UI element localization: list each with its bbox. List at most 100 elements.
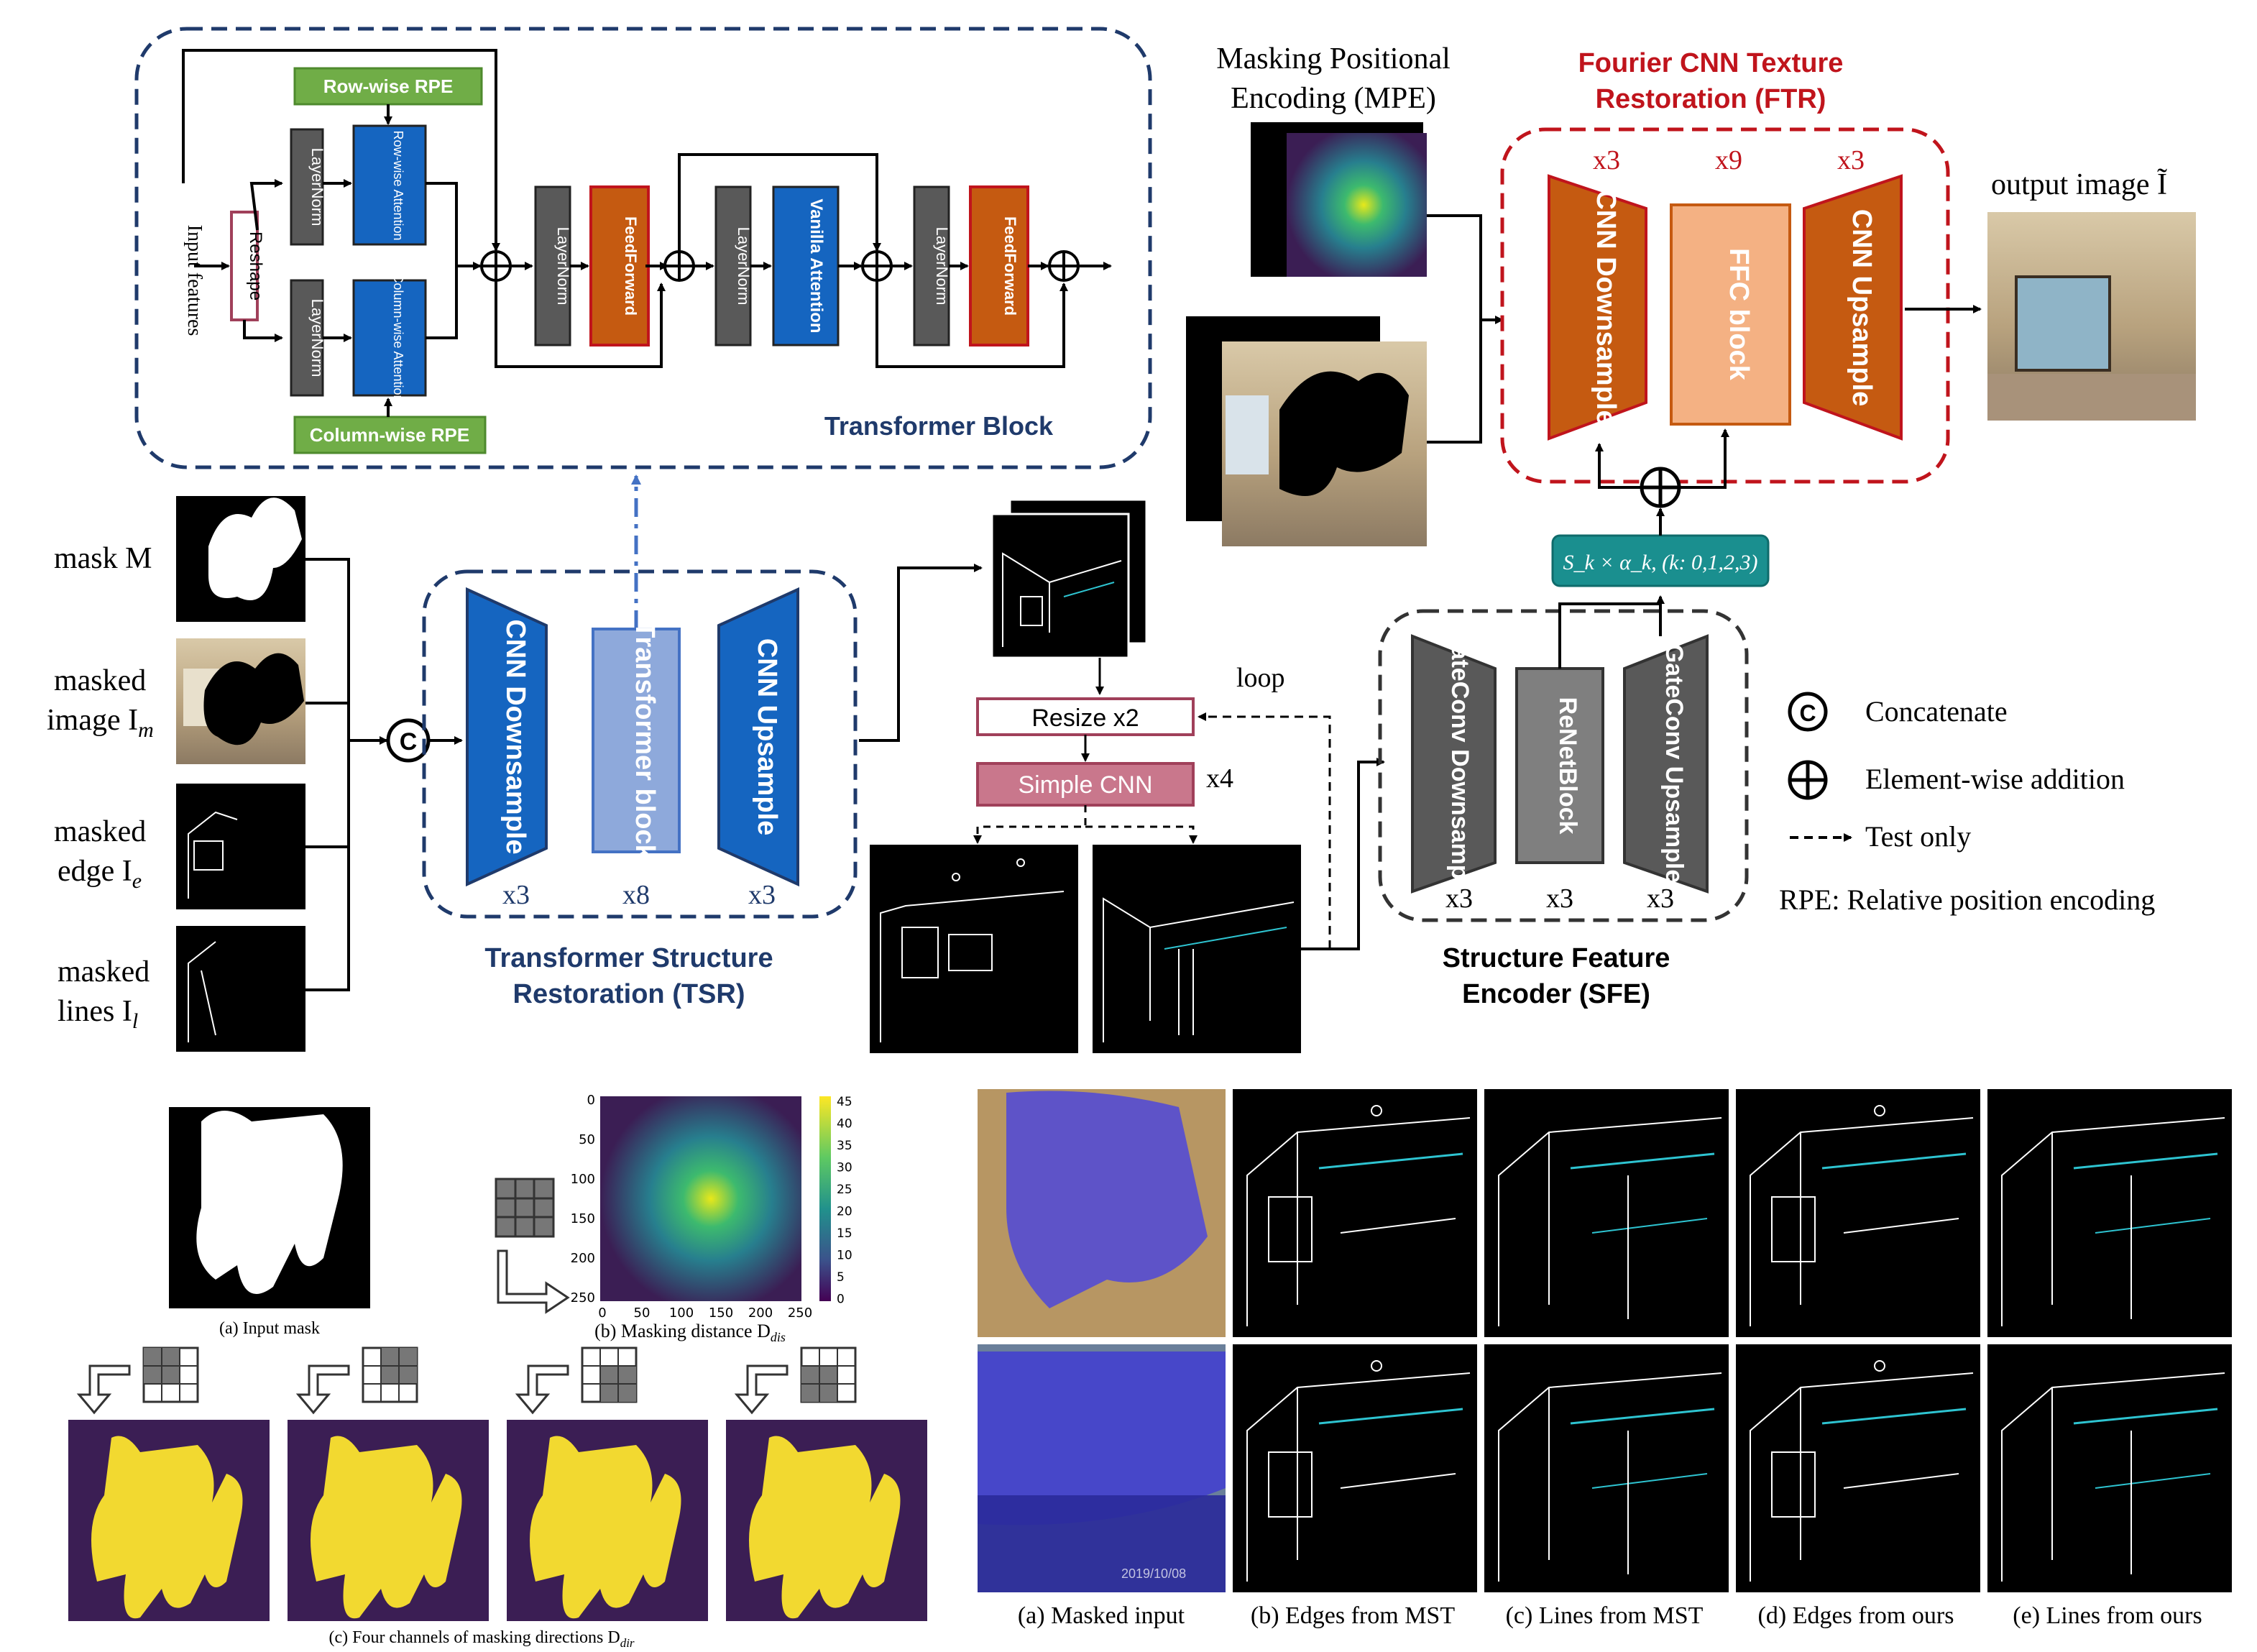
sfe-module: GateConv Downsample ReNetBlock GateConv … bbox=[1378, 609, 1749, 1009]
tsr-cnn-upsample bbox=[717, 587, 799, 887]
upsampler-mult: x4 bbox=[1206, 763, 1233, 794]
sfe-mult-c: x3 bbox=[1647, 884, 1674, 914]
edge-map-background bbox=[1736, 1089, 1980, 1337]
direction-channel bbox=[726, 1346, 927, 1621]
feedforward-2 bbox=[969, 185, 1029, 347]
legend-concat-label: Concatenate bbox=[1865, 695, 2008, 728]
heatmap-x-tick: 100 bbox=[669, 1305, 694, 1321]
masking-distance-caption: (b) Masking distance Ddis bbox=[594, 1321, 786, 1344]
colorbar-tick: 30 bbox=[837, 1161, 852, 1175]
timestamp-label: 2019/10/08 bbox=[1121, 1566, 1186, 1581]
edge-map-line bbox=[2073, 1408, 2218, 1425]
column-rpe-label: Column-wise RPE bbox=[310, 424, 469, 446]
direction-grid-cell bbox=[399, 1366, 417, 1384]
edge-map-cell bbox=[1987, 1089, 2232, 1337]
direction-grid-cell bbox=[144, 1348, 162, 1366]
edge-map-line bbox=[1821, 1408, 1967, 1425]
edge-map-line bbox=[1750, 1372, 1974, 1582]
sfe-gateconv-downsample bbox=[1411, 634, 1497, 894]
edge-map-background bbox=[1233, 1089, 1477, 1337]
tsr-mult-trans: x8 bbox=[622, 880, 650, 910]
edge-map-line bbox=[1843, 1473, 1959, 1489]
masked-lines-label-2: lines Il bbox=[58, 995, 138, 1033]
edge-map-line bbox=[1340, 1218, 1456, 1234]
edge-map-line bbox=[2095, 1473, 2211, 1489]
edge-map-line bbox=[1570, 1152, 1715, 1170]
edge-map-cell bbox=[1233, 1344, 1477, 1592]
masked-edge-label-2: edge Ie bbox=[58, 855, 142, 893]
ftr-ffc-label: FFC block bbox=[1724, 248, 1754, 381]
edge-map-circle bbox=[1874, 1360, 1885, 1372]
direction-grid-cell bbox=[162, 1366, 180, 1384]
tsr-transformer-block bbox=[592, 628, 681, 853]
layernorm-5-label: LayerNorm bbox=[933, 227, 951, 306]
bottom-right-caption: (e) Lines from ours bbox=[2013, 1602, 2202, 1629]
edge-map-rect bbox=[1771, 1196, 1816, 1262]
colorbar bbox=[819, 1096, 831, 1301]
resize-label: Resize x2 bbox=[1031, 705, 1139, 732]
edge-map-line bbox=[1591, 1218, 1708, 1234]
edge-map-background bbox=[1987, 1344, 2232, 1592]
input-mask-caption: (a) Input mask bbox=[219, 1319, 320, 1338]
colorbar-tick: 0 bbox=[837, 1293, 845, 1307]
colorbar-tick: 45 bbox=[837, 1095, 852, 1109]
vanilla-attention-box bbox=[772, 185, 840, 347]
concat-symbol: C bbox=[400, 728, 418, 756]
ftr-module: Fourier CNN Texture Restoration (FTR) x3… bbox=[1500, 48, 1950, 508]
edge-map-line bbox=[1318, 1152, 1463, 1170]
row-rpe-label: Row-wise RPE bbox=[323, 75, 454, 97]
heatmap-x-tick: 250 bbox=[788, 1305, 812, 1321]
direction-mask-shape bbox=[749, 1436, 901, 1619]
input-masked-image bbox=[176, 638, 305, 764]
resize-box bbox=[976, 697, 1195, 736]
heatmap-x-tick: 0 bbox=[598, 1305, 606, 1321]
legend: C Concatenate Element-wise addition Test… bbox=[1779, 692, 2155, 916]
edge-map-line bbox=[1246, 1117, 1471, 1326]
row-attention-box bbox=[352, 124, 427, 246]
legend-add-label: Element-wise addition bbox=[1865, 763, 2125, 795]
edge-map-background bbox=[1736, 1344, 1980, 1592]
colorbar-tick: 40 bbox=[837, 1117, 852, 1132]
edge-map-line bbox=[1498, 1117, 1722, 1326]
transformer-block: Transformer Block Input features Reshape… bbox=[134, 27, 1152, 469]
feedforward-1 bbox=[589, 185, 650, 347]
edge-map-line bbox=[1318, 1408, 1463, 1425]
sfe-mult-b: x3 bbox=[1546, 884, 1573, 914]
direction-arrow-icon bbox=[295, 1364, 350, 1415]
grid-icon bbox=[495, 1178, 555, 1238]
heatmap-y-tick: 250 bbox=[571, 1290, 595, 1305]
edge-map-line bbox=[2001, 1372, 2225, 1582]
layernorm-3-label: LayerNorm bbox=[554, 227, 572, 306]
add-node-3 bbox=[861, 250, 893, 282]
tsr-title-2: Restoration (TSR) bbox=[513, 979, 745, 1009]
direction-grid-cell bbox=[819, 1384, 837, 1402]
edge-map-cell bbox=[1484, 1344, 1729, 1592]
tsr-mult-up: x3 bbox=[748, 880, 776, 910]
row-attention-label: Row-wise Attention bbox=[391, 130, 405, 240]
bottom-right-captions: (a) Masked input (b) Edges from MST (c) Li… bbox=[1018, 1602, 2202, 1629]
direction-grid-cell bbox=[144, 1366, 162, 1384]
edge-map-line bbox=[2001, 1117, 2225, 1326]
edge-map-line bbox=[1750, 1117, 1974, 1326]
bottom-right-panel: 2019/10/08 (a) Masked input (b) Edges fro… bbox=[978, 1089, 2232, 1629]
direction-grid-cell bbox=[381, 1348, 399, 1366]
tsr-cnn-downsample-label: CNN Downsample bbox=[500, 619, 530, 854]
add-node-4 bbox=[1048, 250, 1080, 282]
four-channels-caption: (c) Four channels of masking directions … bbox=[328, 1628, 634, 1650]
bottom-right-caption: (c) Lines from MST bbox=[1506, 1602, 1704, 1629]
column-attention-label: Column-wise Attention bbox=[391, 273, 405, 402]
edge-map-circle bbox=[1371, 1105, 1382, 1116]
legend-rpe-label: RPE: Relative position encoding bbox=[1779, 884, 2155, 916]
edge-map-line bbox=[2095, 1218, 2211, 1234]
colorbar-tick: 35 bbox=[837, 1139, 852, 1153]
tsr-cnn-downsample bbox=[466, 587, 548, 887]
layernorm-4 bbox=[714, 185, 752, 347]
edge-map-line bbox=[1843, 1218, 1959, 1234]
direction-grid-cell bbox=[801, 1366, 819, 1384]
sfe-gateconv-downsample-label: GateConv Downsample bbox=[1446, 627, 1474, 900]
edge-map-background bbox=[1484, 1089, 1729, 1337]
direction-arrow-icon bbox=[515, 1364, 569, 1415]
edge-map-line bbox=[2073, 1152, 2218, 1170]
